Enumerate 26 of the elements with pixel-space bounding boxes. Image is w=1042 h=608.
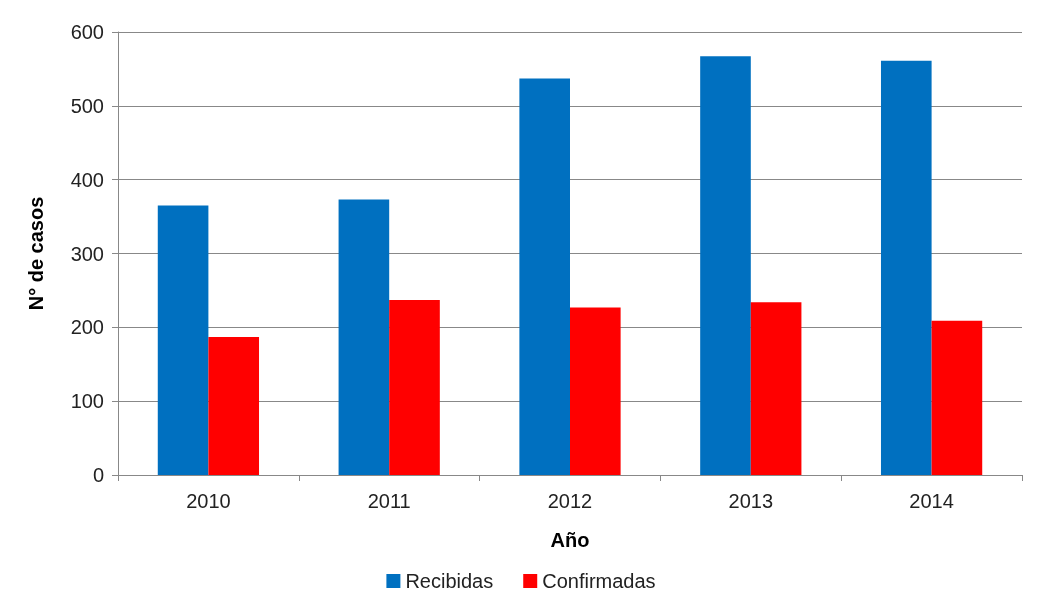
y-tick-label: 500: [70, 94, 104, 117]
y-tick-label: 300: [70, 242, 104, 265]
y-tick-label: 100: [70, 390, 104, 413]
x-tick-label: 2010: [186, 490, 231, 512]
bar: [157, 205, 209, 475]
y-tick-label: 200: [70, 316, 104, 339]
bar: [880, 60, 932, 475]
bar: [931, 320, 983, 475]
y-tick-label: 0: [92, 464, 104, 486]
legend-label: Confirmadas: [542, 570, 656, 592]
y-tick-label: 400: [70, 168, 104, 191]
x-tick-label: 2014: [909, 490, 954, 512]
x-tick-label: 2012: [547, 490, 593, 512]
y-tick-label: 600: [70, 21, 104, 43]
legend-label: Recibidas: [405, 570, 494, 592]
bar: [208, 336, 260, 475]
bar: [519, 78, 570, 475]
bar: [570, 307, 621, 475]
x-axis-title: Año: [550, 529, 590, 551]
bar: [750, 302, 802, 475]
bar: [338, 199, 390, 475]
bar: [389, 300, 440, 475]
bar: [700, 56, 751, 475]
y-axis-title: N° de casos: [25, 196, 47, 311]
x-tick-label: 2013: [728, 490, 774, 512]
x-tick-label: 2011: [367, 490, 411, 512]
